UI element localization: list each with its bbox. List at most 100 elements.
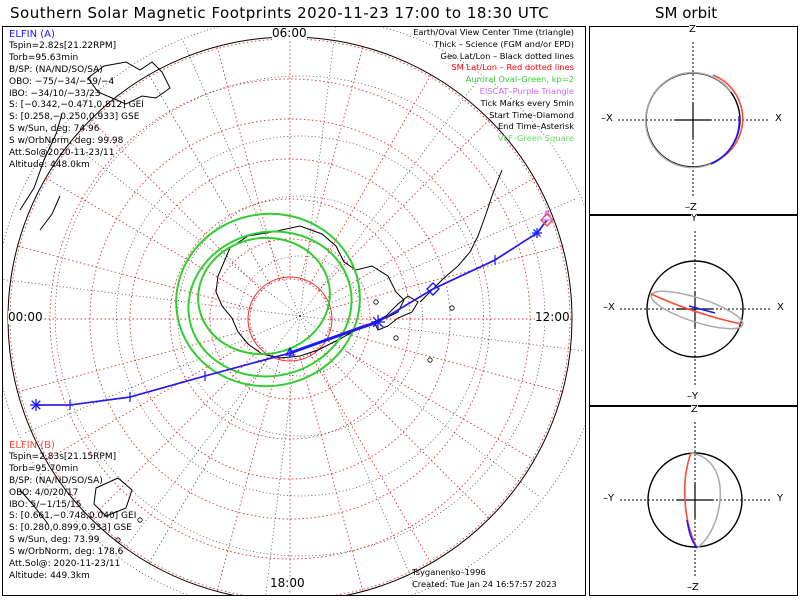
elfin-b-line: B/SP: (NA/ND/SO/SA) [9,475,103,486]
legend-entry: Thick – Science (FGM and/or EPD) [434,38,574,49]
orbit-diamond [718,311,724,317]
geo-lon-line [119,315,301,556]
legend-entry: Start Time–Diamond [489,109,574,120]
polar-map [3,27,724,595]
auroral-oval [197,236,331,356]
elfin-a-line: B/SP: (NA/ND/SO/SA) [9,64,103,75]
elfin-b-line: Tspin=2.83s[21.15RPM] [9,451,117,462]
south-america-outline [419,169,503,303]
sm-lon-line [45,177,256,300]
mlt-label-bottom: 18:00 [270,576,305,590]
elfin-a-line: S: [0.258,−0.250,0.933] GSE [9,112,140,123]
sm-lon-line [17,328,252,393]
geo-lon-line [299,198,577,317]
legend-entry: Tick Marks every 5min [480,97,574,108]
orbit-axis-label-bottom: –Z [685,202,697,213]
sm-lon-line [317,346,490,519]
antarctica-outline [215,225,405,359]
sm-lon-line [90,119,263,292]
mlt-label-left: 00:00 [8,310,43,324]
legend-entry: Auroral Oval–Green, kp=2 [465,74,574,85]
legend-entry: VLF–Green Square [497,133,574,144]
sm-lon-line [324,177,535,300]
island [373,299,379,305]
created-label: Created: Tue Jan 24 16:57:57 2023 [412,579,557,589]
orbit-panel-3 [620,422,770,578]
orbit-axis-label-right: X [777,302,784,313]
geo-lon-line [3,279,301,317]
legend-entry: Geo Lat/Lon – Black dotted lines [440,50,574,61]
orbit-panels [618,42,770,578]
elfin-b-info: ELFIN (B) Tspin=2.83s[21.15RPM] Torb=95.7… [9,440,136,583]
elfin-a-end-asterisk [371,315,385,329]
auroral-oval [187,230,353,378]
sm-lon-line [328,328,563,393]
orbit-axis-label-right: X [775,113,782,124]
geo-lon-line [299,27,336,317]
elfin-b-line: IBO: 5/−1/15/15 [9,499,82,510]
orbit-axis-label-left: –X [601,113,613,124]
geo-lon-line [60,135,301,317]
elfin-a-line: Altitude: 448.0km [9,159,90,170]
elfin-a-science-segment [289,320,379,355]
elfin-a-line: Torb=95.63min [9,52,79,63]
orbit-axis-label-top: Z [689,24,696,35]
geo-lon-line [23,315,301,434]
model-label: Tsyganenko–1996 [412,567,486,577]
elfin-b-track [36,219,548,406]
sm-lon-line [216,357,281,592]
orbit-axis-label-top: Y [691,213,698,224]
elfin-b-line: S w/Sun, deg: 73.99 [9,535,100,546]
elfin-a-name: ELFIN (A) [9,29,55,40]
island [427,357,433,363]
elfin-a-marker [532,228,542,238]
sm-lon-line [17,245,252,310]
geo-lon-line [299,76,481,317]
orbit-axis-label-bottom: –Z [687,582,699,593]
sm-lon-line [148,353,271,564]
orbit-panel-1 [618,42,768,198]
geo-lon-line [265,315,301,595]
elfin-a-end-asterisk-2 [30,399,42,411]
sm-lon-line [309,353,432,564]
geo-lon-line [182,39,301,317]
sm-lon-line [324,338,535,461]
elfin-b-line: Altitude: 449.3km [9,570,90,581]
elfin-b-line: Att.Sol@: 2020-11-23/11 [9,559,121,570]
elfin-b-name: ELFIN (B) [9,440,55,451]
elfin-a-line: S w/Sun, deg: 74.96 [9,124,100,135]
elfin-b-line: S w/OrbNorm, deg: 178.6 [9,547,124,558]
orbit-axis-label-bottom: –Y [687,391,699,402]
geo-lat-circle [177,195,423,437]
orbit-axis-label-left: –X [603,302,615,313]
credits: Tsyganenko–1996 Created: Tue Jan 24 16:5… [412,566,557,590]
island [137,517,143,523]
legend-entry: EISCAT–Purple Triangle [479,85,574,96]
elfin-a-line: IBO: −34/10/−33/23 [9,88,101,99]
elfin-b-line: S: [0.280,0.899,0.933] GSE [9,523,132,534]
sm-pole-circle [247,276,333,362]
island [393,335,399,341]
sm-lon-line [45,338,256,461]
legend: Earth/Oval View Center Time (triangle) Th… [413,27,574,145]
geo-lon-line [299,315,585,352]
elfin-a-line: Att.Sol@2020-11-23/11 [9,148,115,159]
sm-lon-line [148,74,271,285]
island [449,305,455,311]
elfin-a-start-diamond [426,282,440,296]
legend-entry: SM Lat/Lon – Red dotted lines [451,62,574,73]
elfin-a-line: OBO: −75/−34/−59/−4 [9,76,115,87]
page-title: Southern Solar Magnetic Footprints 2020-… [10,4,550,22]
orbit-triangle [709,491,715,496]
geo-lon-line [299,315,540,497]
island [115,537,121,543]
geo-lon-line [299,315,418,593]
orbit-title: SM orbit [655,4,718,22]
elfin-a-track [36,219,548,406]
geo-lat-circle [238,255,362,377]
legend-entry: End Time–Asterisk [497,121,574,132]
peninsula-outline [373,295,419,331]
sm-lon-line [216,46,281,281]
sm-lon-line [90,346,263,519]
